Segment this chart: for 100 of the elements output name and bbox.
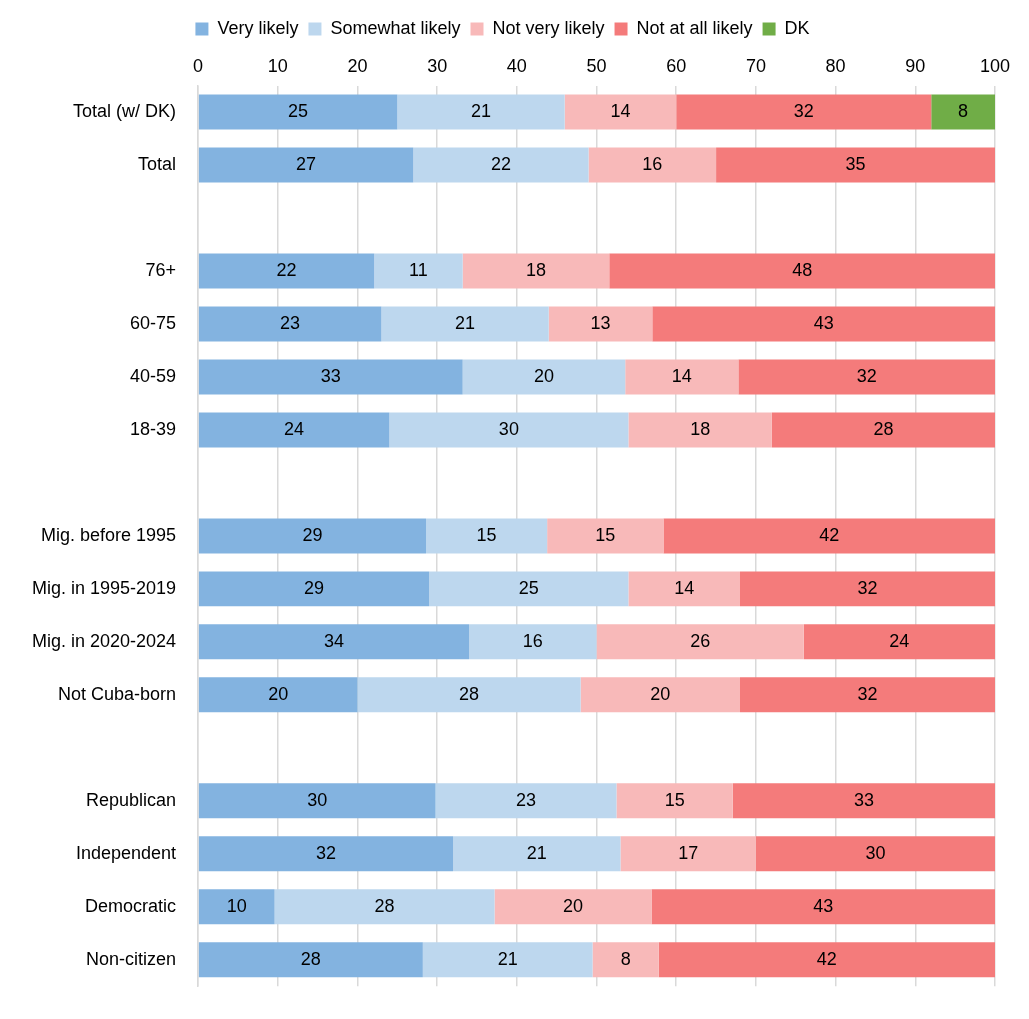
data-label: 32 (857, 577, 878, 598)
x-tick-label: 70 (745, 55, 766, 76)
x-tick-label: 80 (825, 55, 846, 76)
data-label: 8 (958, 101, 969, 122)
bar (462, 359, 626, 395)
bar (771, 412, 995, 448)
x-tick-label: 20 (347, 55, 368, 76)
bar (198, 253, 375, 289)
data-label: 20 (650, 683, 671, 704)
bar (198, 571, 430, 607)
data-label: 42 (816, 948, 837, 969)
data-label: 25 (288, 101, 309, 122)
bar (198, 783, 436, 819)
bar (357, 677, 581, 713)
bar (803, 624, 995, 660)
data-label: 22 (490, 154, 511, 175)
data-label: 15 (595, 524, 616, 545)
bar (429, 571, 629, 607)
data-label: 30 (307, 789, 328, 810)
bar (588, 147, 717, 183)
y-tick-label: Independent (75, 842, 177, 863)
bar (676, 94, 932, 130)
legend-label: Somewhat likely (330, 17, 461, 38)
data-label: 24 (889, 630, 910, 651)
data-label: 20 (533, 365, 554, 386)
bar (422, 942, 593, 978)
y-tick-label: 60-75 (130, 312, 177, 333)
data-label: 28 (300, 948, 321, 969)
bar (755, 836, 995, 872)
bar (564, 94, 677, 130)
data-label: 20 (268, 683, 289, 704)
bar (580, 677, 740, 713)
y-tick-label: 18-39 (130, 418, 177, 439)
data-label: 22 (276, 259, 297, 280)
data-label: 33 (853, 789, 874, 810)
bar (274, 889, 495, 925)
bar (494, 889, 652, 925)
bar (435, 783, 617, 819)
bar (198, 412, 390, 448)
data-label: 15 (664, 789, 685, 810)
data-label: 16 (522, 630, 543, 651)
data-label: 29 (304, 577, 325, 598)
bar (739, 677, 995, 713)
data-label: 10 (226, 895, 247, 916)
data-label: 24 (284, 418, 305, 439)
bar (198, 147, 414, 183)
bar (374, 253, 463, 289)
y-tick-label: Total (w/ DK) (73, 101, 177, 122)
bar (198, 306, 382, 342)
bar (652, 306, 995, 342)
legend-label: Not very likely (492, 17, 605, 38)
data-label: 26 (690, 630, 711, 651)
data-label: 35 (845, 154, 866, 175)
data-label: 30 (865, 842, 886, 863)
data-label: 43 (813, 895, 834, 916)
bar (198, 889, 275, 925)
bar (389, 412, 629, 448)
x-tick-label: 50 (586, 55, 607, 76)
data-label: 43 (813, 312, 834, 333)
data-label: 17 (678, 842, 699, 863)
bar (462, 253, 610, 289)
y-tick-label: 40-59 (130, 365, 177, 386)
bar (469, 624, 597, 660)
data-label: 18 (690, 418, 711, 439)
data-label: 8 (620, 948, 631, 969)
bar (198, 359, 463, 395)
bar (663, 518, 995, 554)
data-label: 14 (674, 577, 695, 598)
bar (592, 942, 659, 978)
x-tick-label: 0 (193, 55, 204, 76)
data-label: 20 (563, 895, 584, 916)
bar (198, 942, 423, 978)
y-tick-label: Non-citizen (86, 948, 177, 969)
bar (453, 836, 621, 872)
bar (716, 147, 995, 183)
x-tick-label: 90 (905, 55, 926, 76)
data-label: 21 (526, 842, 547, 863)
data-label: 21 (470, 101, 492, 122)
data-label: 14 (610, 101, 631, 122)
y-tick-label: Republican (86, 789, 177, 810)
data-label: 11 (409, 259, 428, 280)
data-label: 28 (459, 683, 480, 704)
data-label: 27 (296, 154, 317, 175)
data-label: 28 (873, 418, 894, 439)
y-tick-label: Democratic (85, 895, 177, 916)
legend-label: DK (784, 17, 810, 38)
bar (397, 94, 565, 130)
data-label: 29 (302, 524, 323, 545)
y-tick-label: Mig. before 1995 (41, 524, 177, 545)
bar (625, 359, 739, 395)
data-label: 16 (642, 154, 663, 175)
x-tick-label: 100 (979, 55, 1011, 76)
x-tick-label: 30 (427, 55, 448, 76)
data-label: 42 (819, 524, 840, 545)
data-label: 15 (476, 524, 497, 545)
bar (381, 306, 549, 342)
data-label: 33 (320, 365, 341, 386)
bar (413, 147, 589, 183)
bar (738, 359, 995, 395)
bar (732, 783, 995, 819)
